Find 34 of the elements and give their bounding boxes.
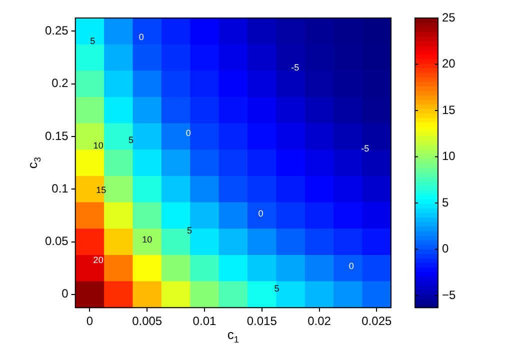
annotation: 5 <box>90 36 96 46</box>
annotation: 0 <box>186 128 191 138</box>
y-tick-label: 0 <box>62 286 69 301</box>
annotation: 5 <box>128 135 134 146</box>
annotation: 0 <box>138 32 144 42</box>
x-tick-label: 0 <box>86 314 94 328</box>
y-tick-label: 0.15 <box>44 128 69 143</box>
y-tick-label: 0.05 <box>44 234 69 248</box>
annotation: 0 <box>258 208 264 218</box>
annotation: -5 <box>291 62 300 73</box>
annotation: 0 <box>348 261 354 272</box>
x-tick-label: 0.015 <box>246 314 278 328</box>
color-bar-label: 5 <box>442 195 449 210</box>
color-bar-label: 15 <box>442 102 456 117</box>
y-tick-label: 0.1 <box>52 181 69 196</box>
x-tick-label: 0.02 <box>308 314 332 328</box>
color-bar-label: 20 <box>442 56 456 71</box>
annotation: 10 <box>93 140 104 150</box>
annotation: 15 <box>96 185 106 196</box>
x-tick-label: 0.005 <box>132 314 162 328</box>
x-tick-label: 0.01 <box>192 314 216 328</box>
annotation: -5 <box>361 144 370 154</box>
annotation: 5 <box>274 284 280 294</box>
y-tick-label: 0.2 <box>52 76 69 90</box>
annotation: 5 <box>187 226 192 236</box>
color-bar-label: 0 <box>442 242 449 256</box>
color-bar-label: 10 <box>442 149 456 164</box>
y-tick-label: 0.25 <box>44 23 69 38</box>
annotation: 20 <box>93 255 104 266</box>
annotation: 10 <box>142 234 152 245</box>
x-tick-label: 0.025 <box>362 314 392 328</box>
color-bar-label: 25 <box>442 10 456 24</box>
y-axis-title: c3 <box>24 157 42 169</box>
color-bar-label: −5 <box>442 288 456 302</box>
